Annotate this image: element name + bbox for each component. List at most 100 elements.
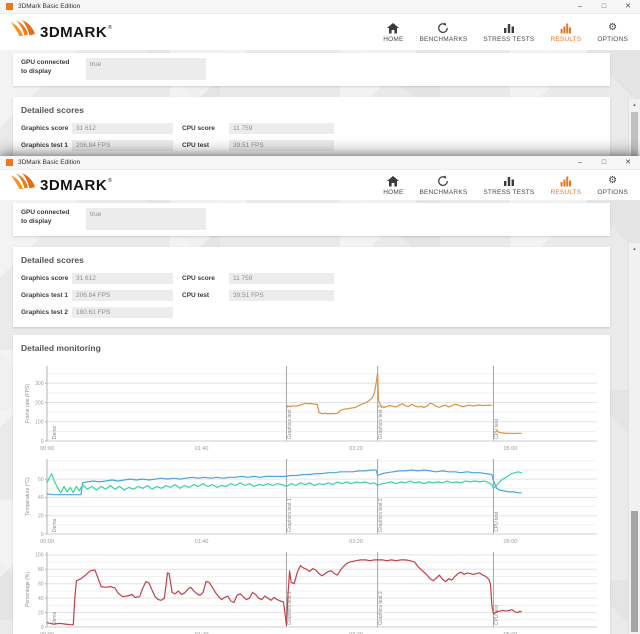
score-row: Graphics test 1 206.84 FPS CPU test 39.5… (21, 140, 602, 151)
window-front: 3DMark Basic Edition – □ ✕ 3DMARK ® HOME (0, 156, 640, 634)
score-row: Graphics test 2 180.61 FPS (21, 307, 602, 318)
close-button[interactable]: ✕ (625, 159, 631, 166)
svg-text:100: 100 (35, 553, 44, 559)
scrollbar-thumb[interactable] (631, 112, 638, 176)
home-icon (387, 22, 400, 34)
svg-text:Graphics test 2: Graphics test 2 (378, 591, 384, 625)
score-label: Graphics score (21, 125, 69, 132)
nav-label: RESULTS (550, 35, 582, 43)
detailed-monitoring-card: Detailed monitoring Demo Graphics test 1 G… (13, 335, 610, 634)
field-value: true (86, 208, 206, 230)
svg-text:05:00: 05:00 (504, 446, 518, 452)
svg-text:Graphics test 1: Graphics test 1 (287, 591, 293, 625)
benchmarks-icon (437, 21, 449, 34)
svg-text:0: 0 (41, 625, 44, 631)
3dmark-logo[interactable]: 3DMARK ® (10, 19, 112, 45)
score-label: Graphics score (21, 275, 69, 282)
nav-label: HOME (383, 188, 404, 196)
svg-text:Percentage (%): Percentage (%) (25, 572, 31, 607)
results-icon (560, 22, 572, 34)
3dmark-logo[interactable]: 3DMARK ® (10, 172, 112, 198)
scrollbar-thumb[interactable] (631, 511, 638, 632)
3dmark-emblem-icon (10, 19, 36, 45)
stress-tests-icon (503, 22, 515, 34)
nav-label: STRESS TESTS (483, 35, 535, 43)
score-label: Graphics test 1 (21, 292, 68, 299)
gpu-info-card: GPU connected to display true (13, 203, 610, 236)
section-heading: Detailed scores (21, 255, 84, 265)
svg-text:60: 60 (38, 477, 44, 483)
nav-home[interactable]: HOME (383, 175, 403, 196)
svg-text:20: 20 (38, 610, 44, 616)
nav-home[interactable]: HOME (383, 22, 403, 43)
svg-text:05:00: 05:00 (504, 539, 518, 545)
nav-label: OPTIONS (597, 35, 628, 43)
score-row: Graphics score 31 612 CPU score 11 759 (21, 273, 602, 284)
svg-text:20: 20 (38, 514, 44, 520)
svg-text:Graphics test 1: Graphics test 1 (287, 498, 293, 532)
svg-text:CPU test: CPU test (494, 604, 500, 625)
minimize-button[interactable]: – (578, 159, 582, 166)
svg-text:100: 100 (35, 420, 44, 426)
score-value: 11 759 (229, 273, 334, 284)
window-titlebar: 3DMark Basic Edition – □ ✕ (0, 156, 640, 170)
score-label: CPU test (182, 142, 210, 149)
svg-text:00:00: 00:00 (40, 446, 54, 452)
svg-text:Graphics test 1: Graphics test 1 (287, 405, 293, 439)
home-icon (387, 175, 400, 187)
svg-text:40: 40 (38, 596, 44, 602)
svg-text:Frame rate (FPS): Frame rate (FPS) (25, 384, 31, 423)
nav-results[interactable]: RESULTS (550, 175, 581, 196)
svg-text:200: 200 (35, 400, 44, 406)
window-titlebar: 3DMark Basic Edition – □ ✕ (0, 0, 640, 14)
main-nav: HOME BENCHMARKS STRESS TESTS RESULTS ⚙ O… (367, 22, 640, 43)
nav-bar: 3DMARK ® HOME BENCHMARKS STRESS TESTS RE… (0, 170, 640, 200)
nav-stress-tests[interactable]: STRESS TESTS (483, 22, 534, 43)
frame-rate-chart: Demo Graphics test 1 Graphics test 2 CPU te… (21, 361, 602, 454)
main-nav: HOME BENCHMARKS STRESS TESTS RESULTS ⚙ O… (367, 175, 640, 196)
svg-text:00:00: 00:00 (40, 539, 54, 545)
scroll-up-arrow[interactable]: ▲ (632, 246, 637, 251)
svg-text:0: 0 (41, 532, 44, 538)
window-title: 3DMark Basic Edition (18, 159, 81, 166)
scroll-up-arrow[interactable]: ▲ (632, 102, 637, 107)
score-value: 39.51 FPS (229, 140, 334, 151)
logo-text: 3DMARK (40, 23, 108, 41)
nav-label: BENCHMARKS (419, 35, 468, 43)
nav-options[interactable]: ⚙ OPTIONS (597, 22, 628, 43)
nav-options[interactable]: ⚙ OPTIONS (597, 175, 628, 196)
scrollbar[interactable]: ▲ (628, 243, 640, 634)
nav-label: OPTIONS (597, 188, 628, 196)
maximize-button[interactable]: □ (601, 159, 607, 166)
score-value: 39.51 FPS (229, 290, 334, 301)
field-label: GPU connected to display (21, 59, 70, 76)
results-icon (560, 175, 572, 187)
svg-text:Demo: Demo (52, 425, 58, 439)
maximize-button[interactable]: □ (601, 3, 607, 10)
registered-mark: ® (108, 25, 112, 31)
score-value: 11 759 (229, 123, 334, 134)
section-heading: Detailed scores (21, 105, 84, 115)
nav-results[interactable]: RESULTS (550, 22, 581, 43)
nav-label: STRESS TESTS (483, 188, 535, 196)
close-button[interactable]: ✕ (625, 3, 631, 10)
nav-benchmarks[interactable]: BENCHMARKS (419, 21, 468, 43)
score-value: 206.84 FPS (72, 290, 173, 301)
nav-benchmarks[interactable]: BENCHMARKS (419, 174, 468, 196)
registered-mark: ® (108, 178, 112, 184)
field-label: GPU connected to display (21, 209, 70, 226)
nav-stress-tests[interactable]: STRESS TESTS (483, 175, 534, 196)
nav-bar: 3DMARK ® HOME BENCHMARKS STRESS TESTS RE… (0, 14, 640, 50)
svg-text:Graphics test 2: Graphics test 2 (378, 498, 384, 532)
svg-text:60: 60 (38, 582, 44, 588)
nav-label: HOME (383, 35, 404, 43)
svg-text:Graphics test 2: Graphics test 2 (378, 405, 384, 439)
minimize-button[interactable]: – (578, 3, 582, 10)
logo-text: 3DMARK (40, 176, 108, 194)
score-value: 31 612 (72, 123, 173, 134)
nav-label: BENCHMARKS (419, 188, 468, 196)
window-title: 3DMark Basic Edition (18, 3, 81, 10)
score-label: CPU score (182, 275, 215, 282)
svg-text:01:40: 01:40 (195, 446, 209, 452)
section-heading: Detailed monitoring (21, 343, 101, 353)
